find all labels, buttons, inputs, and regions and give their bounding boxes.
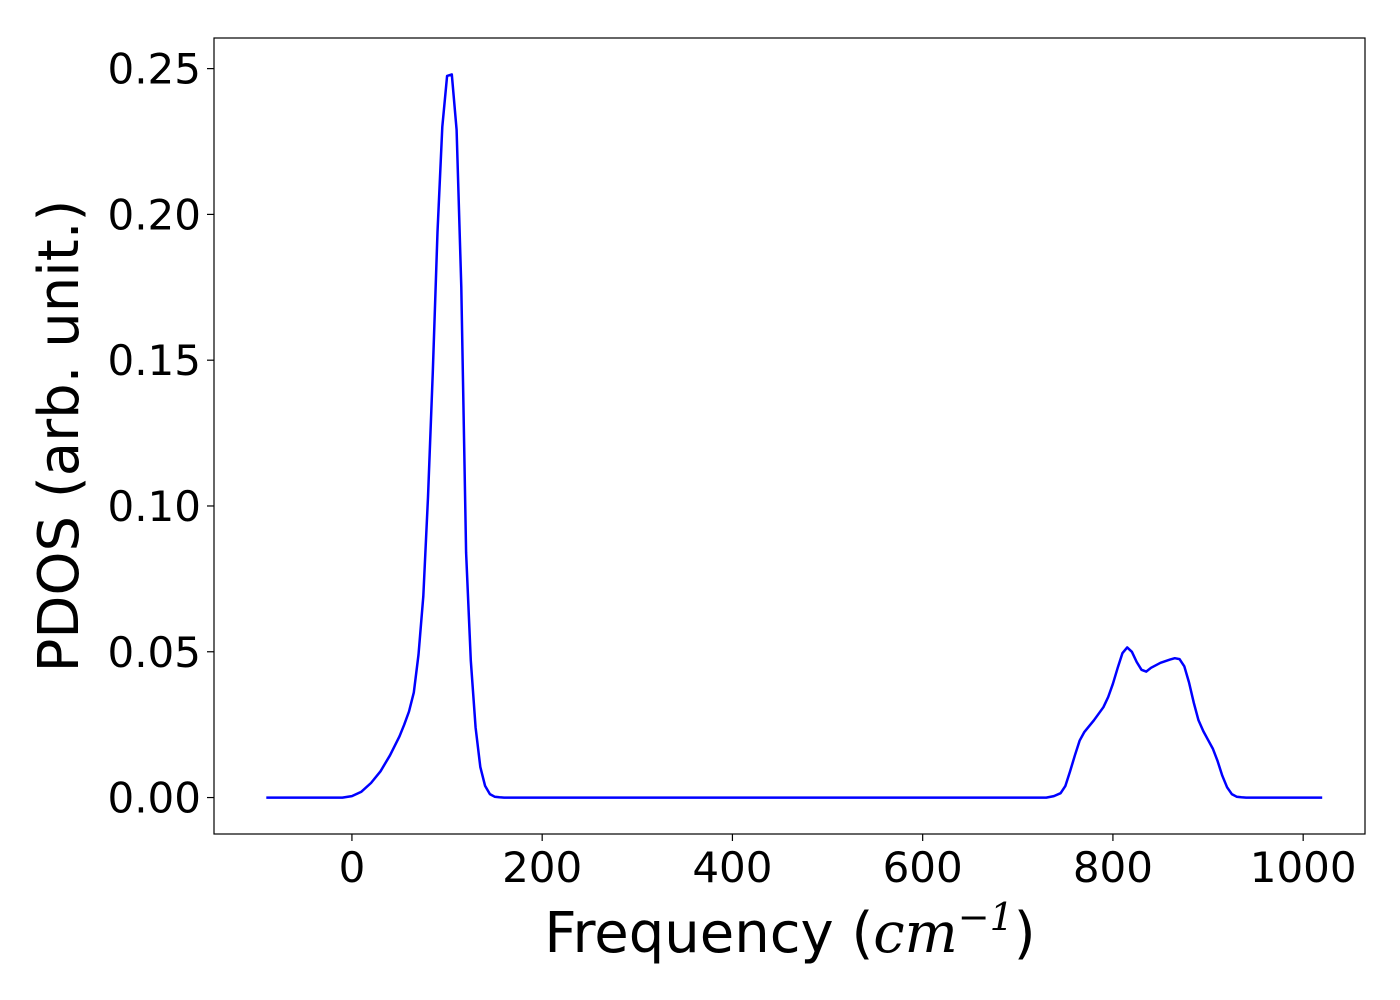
pdos-series-line <box>266 73 1323 799</box>
x-axis-unit-base: cm <box>873 901 957 966</box>
x-axis-ticks: 0 200 400 600 800 1000 <box>339 834 1357 892</box>
x-axis-unit-exponent: −1 <box>958 895 1014 939</box>
plot-frame <box>213 37 1366 835</box>
x-tick-label: 600 <box>883 843 963 892</box>
y-tick-label: 0.20 <box>107 190 201 239</box>
y-axis-label: PDOS (arb. unit.) <box>27 200 92 673</box>
y-tick-label: 0.15 <box>107 336 201 385</box>
x-axis-label: Frequency (cm−1) <box>544 895 1035 966</box>
x-tick-label: 0 <box>339 843 366 892</box>
x-tick-label: 400 <box>692 843 772 892</box>
y-tick-label: 0.25 <box>107 45 201 94</box>
series-lines <box>266 73 1323 799</box>
y-tick-label: 0.10 <box>107 482 201 531</box>
y-axis-ticks: 0.00 0.05 0.10 0.15 0.20 0.25 <box>107 45 214 823</box>
x-tick-label: 800 <box>1073 843 1153 892</box>
y-tick-label: 0.05 <box>107 628 201 677</box>
y-tick-label: 0.00 <box>107 774 201 823</box>
x-tick-label: 1000 <box>1250 843 1357 892</box>
x-tick-label: 200 <box>502 843 582 892</box>
